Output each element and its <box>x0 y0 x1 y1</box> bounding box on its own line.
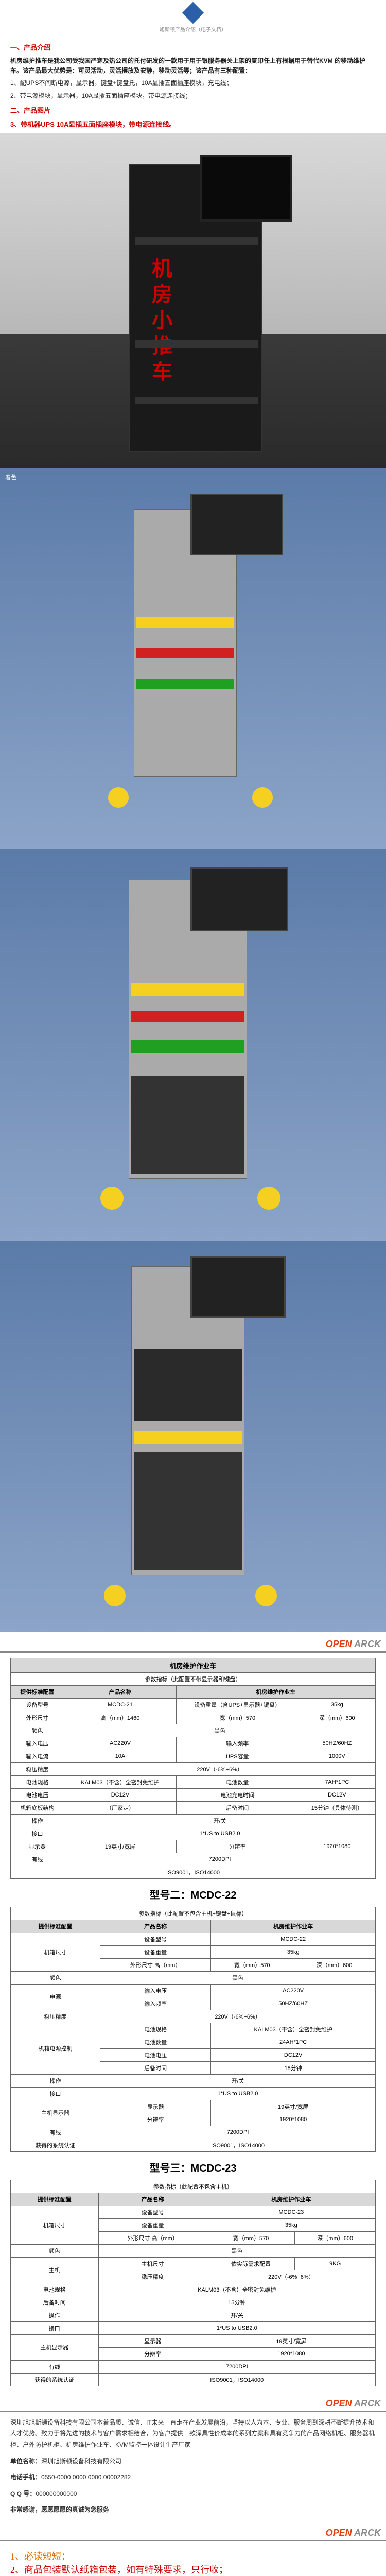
spec-table-2: 参数指标（此配置不包含主机+键盘+鼠标） 提供标准配置产品名称机房维护作业车 机… <box>10 1907 376 2152</box>
cart-shelf <box>135 397 258 404</box>
model-3-title: 型号三：MCDC-23 <box>0 2160 386 2175</box>
header-bar: 旭斯顿产品介绍（电子文档） <box>5 25 381 33</box>
divider-bar: OPEN ARCK <box>0 2392 386 2412</box>
cart-photo: 机房小推车 <box>0 133 386 468</box>
table-row: 主机显示器显示器19英寸/宽屏 <box>11 2334 376 2347</box>
divider-bar: OPEN ARCK <box>0 2521 386 2541</box>
footer-intro: 深圳旭旭斯顿设备科技有限公司本着品质、诚信、IT未来一直走在产业发展前沿，坚持以… <box>10 2417 376 2451</box>
model-2-title: 型号二：MCDC-22 <box>0 1887 386 1902</box>
table-row: 颜色黑色 <box>11 2244 376 2257</box>
intro-paragraph: 机房维护推车是我公司受我国严寒及热公司的托付研发的一款用于用于银服务器关上架的复… <box>10 56 376 76</box>
table-row: 外形尺寸高（mm）1460宽（mm）570深（mm）600 <box>11 1711 376 1724</box>
table-title: 机房维护作业车 <box>11 1658 376 1672</box>
render-image-3 <box>0 1241 386 1632</box>
section-intro-title: 一、产品介绍 <box>10 42 376 52</box>
table-row: 有线7200DPI <box>11 2360 376 2373</box>
header-logo: 旭斯顿产品介绍（电子文档） <box>0 0 386 38</box>
note-2: 2、商品包装默认纸箱包装，如有特殊要求，只行收； <box>10 2563 376 2576</box>
table-row: 显示器19英寸/宽屏分辨率1920*1080 <box>11 1840 376 1853</box>
table-row: 主机主机尺寸依实际需求配置9KG <box>11 2257 376 2270</box>
cart-body: 机房小推车 <box>129 164 262 452</box>
table-row: 机箱尺寸设备型号MCDC-23 <box>11 2206 376 2218</box>
table-subtitle: 参数指标（此配置不带显示器和键盘） <box>11 1672 376 1685</box>
config-3: 3、带机器UPS 10A显插五面插座模块，带电源连接线。 <box>10 119 376 129</box>
render-monitor <box>190 867 288 931</box>
table-row: 操作开/关 <box>11 2074 376 2087</box>
render-image-1: 着色 <box>0 468 386 849</box>
cart-monitor <box>200 155 292 222</box>
divider-bar: OPEN ARCK <box>0 1632 386 1653</box>
config-1: 1、配UPS不间断电源，显示器，键盘+键盘托，10A显插五面插座模块，充电线； <box>10 78 376 88</box>
note-1: 1、必读短短： <box>10 2549 376 2563</box>
render-monitor <box>190 1256 286 1318</box>
cart-label-text: 机房小推车 <box>145 258 175 386</box>
open-arck-logo: OPEN ARCK <box>326 1639 381 1650</box>
table-row: 有线7200DPI <box>11 1853 376 1866</box>
table-row: 操作开/关 <box>11 2309 376 2321</box>
footer-company: 单位名称：深圳旭斯顿设备科技有限公司 <box>10 2456 376 2467</box>
table-row: 机箱尺寸设备型号MCDC-22 <box>11 1933 376 1945</box>
table-subtitle: 参数指标（此配置不包含主机） <box>11 2180 376 2193</box>
spec-table-3: 参数指标（此配置不包含主机） 提供标准配置产品名称机房维护作业车 机箱尺寸设备型… <box>10 2180 376 2386</box>
footer-closing: 非常感谢，愿愿愿愿的真诚为您服务 <box>10 2504 376 2516</box>
table-row: 后备时间15分钟 <box>11 2296 376 2309</box>
table-row: 电池电压DC12V电池充电时间DC12V <box>11 1788 376 1801</box>
table-row: 操作开/关 <box>11 1814 376 1827</box>
footer-phone: 电话手机：0550-0000 0000 0000 00002282 <box>10 2472 376 2483</box>
table-row: 接口1*US to USB2.0 <box>11 2087 376 2100</box>
table-subtitle: 参数指标（此配置不包含主机+键盘+鼠标） <box>11 1907 376 1920</box>
table-row: ISO9001，ISO14000 <box>11 1866 376 1878</box>
table-row: 电池规格KALM03（不含）全密封免维护电池数量7AH*1PC <box>11 1775 376 1788</box>
cart-shelf <box>135 340 258 348</box>
config-2: 2、带电源模块，显示器，10A显插五面插座模块，带电源连接线； <box>10 91 376 101</box>
table-row: 获得的系统认证ISO9001，ISO14000 <box>11 2139 376 2151</box>
logo-icon <box>182 2 204 24</box>
render-image-2 <box>0 849 386 1241</box>
table-row: 电源输入电压AC220V <box>11 1984 376 1997</box>
table-row: 稳压精度220V（-6%+6%） <box>11 2010 376 2023</box>
table-row: 主机显示器显示器19英寸/宽屏 <box>11 2100 376 2113</box>
section-image-title: 二、产品图片 <box>10 105 376 115</box>
table-row: 机箱底板结构（厂家定）后备时间15分钟（具体待测） <box>11 1801 376 1814</box>
table-row: 机箱电源控制电池规格KALM03（不含）全密封免维护 <box>11 2023 376 2036</box>
table-row: 电池规格KALM03（不含）全密封免维护 <box>11 2283 376 2296</box>
table-row: 设备型号MCDC-21设备重量（含UPS+显示器+键盘）35kg <box>11 1698 376 1711</box>
notes-list: 1、必读短短： 2、商品包装默认纸箱包装，如有特殊要求，只行收； 3、商品如无明… <box>10 2549 376 2576</box>
table-row: 输入电压AC220V输入频率50HZ/60HZ <box>11 1737 376 1750</box>
table-row: 颜色黑色 <box>11 1724 376 1737</box>
table-row: 输入电流10AUPS容量1000V <box>11 1750 376 1762</box>
footer-qq: Q Q 号：000000000000 <box>10 2488 376 2500</box>
table-row: 接口1*US to USB2.0 <box>11 2321 376 2334</box>
table-row: 接口1*US to USB2.0 <box>11 1827 376 1840</box>
open-arck-logo: OPEN ARCK <box>326 2528 381 2538</box>
spec-table-1: 机房维护作业车 参数指标（此配置不带显示器和键盘） 提供标准配置产品名称机房维护… <box>10 1658 376 1879</box>
table-row: 有线7200DPI <box>11 2126 376 2139</box>
table-row: 稳压精度220V（-6%+6%） <box>11 1762 376 1775</box>
open-arck-logo: OPEN ARCK <box>326 2398 381 2409</box>
render-monitor <box>190 494 283 555</box>
cart-shelf <box>135 237 258 245</box>
table-row: 颜色黑色 <box>11 1971 376 1984</box>
table-row: 获得的系统认证ISO9001，ISO14000 <box>11 2373 376 2386</box>
render-label: 着色 <box>5 473 16 481</box>
